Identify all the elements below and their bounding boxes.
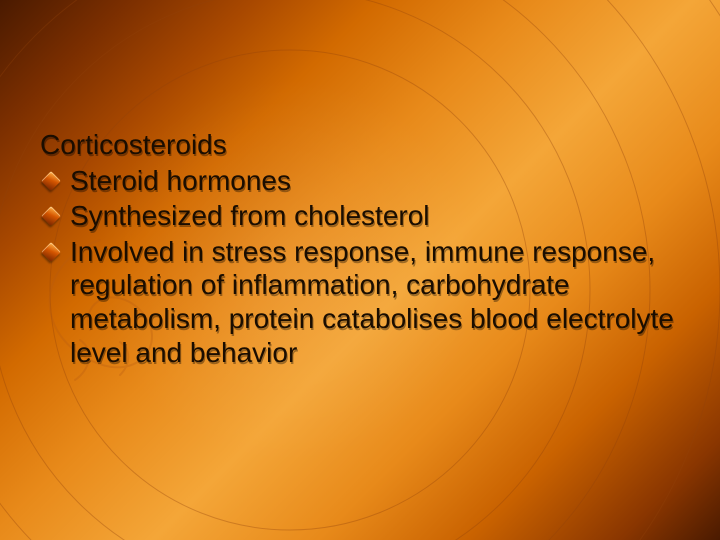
bullet-item: Synthesized from cholesterol (70, 199, 680, 233)
bullet-item: Steroid hormones (70, 164, 680, 198)
slide: Corticosteroids Steroid hormones Synthes… (0, 0, 720, 540)
heading: Corticosteroids (40, 128, 680, 162)
bullet-list: Steroid hormones Synthesized from choles… (40, 164, 680, 370)
bullet-item: Involved in stress response, immune resp… (70, 235, 680, 369)
content-block: Corticosteroids Steroid hormones Synthes… (40, 128, 680, 371)
